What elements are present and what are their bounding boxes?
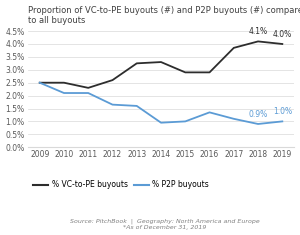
Text: 4.1%: 4.1% bbox=[248, 27, 268, 36]
Legend: % VC-to-PE buyouts, % P2P buyouts: % VC-to-PE buyouts, % P2P buyouts bbox=[30, 177, 212, 192]
Text: 1.0%: 1.0% bbox=[273, 107, 292, 116]
Text: 0.9%: 0.9% bbox=[248, 110, 268, 119]
Text: 4.0%: 4.0% bbox=[273, 30, 292, 39]
Text: Source: PitchBook  |  Geography: North America and Europe
*As of December 31, 20: Source: PitchBook | Geography: North Ame… bbox=[70, 219, 260, 230]
Text: Proportion of VC-to-PE buyouts (#) and P2P buyouts (#) compared
to all buyouts: Proportion of VC-to-PE buyouts (#) and P… bbox=[28, 6, 300, 25]
